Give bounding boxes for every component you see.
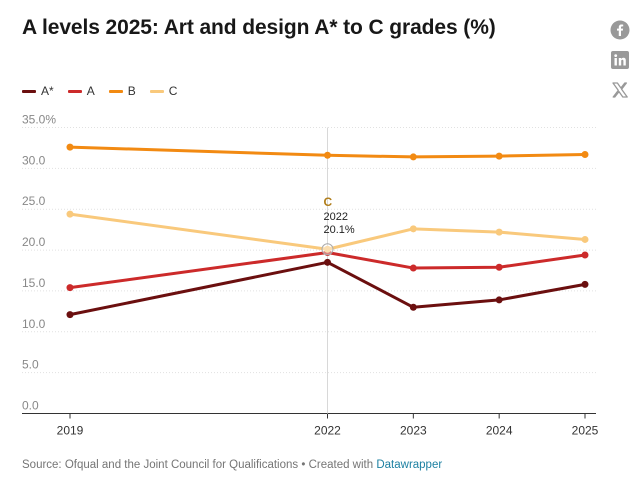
tooltip-series-name: C bbox=[324, 195, 333, 209]
legend-label: B bbox=[127, 84, 136, 98]
legend-label: C bbox=[168, 84, 178, 98]
legend-swatch bbox=[108, 89, 123, 93]
y-tick-label: 25.0 bbox=[22, 194, 46, 208]
legend-swatch bbox=[22, 89, 36, 93]
footer: Source: Ofqual and the Joint Council for… bbox=[22, 459, 442, 471]
data-point bbox=[66, 210, 74, 218]
legend-item-a-star: A* bbox=[22, 84, 54, 98]
data-point bbox=[581, 150, 589, 158]
x-tick-label: 2025 bbox=[572, 424, 599, 438]
data-point bbox=[324, 245, 331, 253]
y-tick-label: 0.0 bbox=[22, 399, 39, 413]
share-links bbox=[610, 20, 630, 100]
data-point bbox=[409, 153, 417, 161]
footer-separator: • bbox=[298, 459, 309, 471]
data-point bbox=[409, 264, 417, 272]
legend-swatch bbox=[149, 89, 164, 93]
datawrapper-link[interactable]: Datawrapper bbox=[376, 459, 443, 471]
linkedin-icon[interactable] bbox=[610, 50, 630, 70]
x-tick-label: 2022 bbox=[314, 424, 341, 438]
y-tick-label: 15.0 bbox=[22, 276, 46, 290]
data-point bbox=[495, 228, 503, 236]
source-text: Source: Ofqual and the Joint Council for… bbox=[22, 459, 299, 471]
hover-marker bbox=[321, 243, 334, 256]
legend-item-b: B bbox=[108, 84, 136, 98]
legend-item-c: C bbox=[149, 84, 178, 98]
y-tick-label: 10.0 bbox=[22, 317, 46, 331]
data-point bbox=[324, 151, 331, 159]
data-point bbox=[495, 263, 503, 271]
tooltip-year: 2022 bbox=[324, 211, 348, 223]
y-tick-label: 5.0 bbox=[22, 358, 39, 372]
data-point bbox=[66, 143, 74, 151]
chart-title: A levels 2025: Art and design A* to C gr… bbox=[22, 16, 496, 39]
data-point bbox=[409, 225, 417, 233]
legend: A* A B C bbox=[22, 84, 177, 98]
x-tick-label: 2019 bbox=[57, 424, 84, 438]
data-point bbox=[409, 303, 417, 311]
y-tick-label: 35.0% bbox=[22, 113, 56, 127]
y-tick-label: 30.0 bbox=[22, 153, 46, 167]
x-icon[interactable] bbox=[610, 80, 630, 100]
created-with-text: Created with bbox=[308, 459, 374, 471]
data-point bbox=[66, 311, 74, 319]
data-point bbox=[581, 280, 589, 288]
legend-swatch bbox=[67, 89, 82, 93]
tooltip-value: 20.1% bbox=[324, 224, 355, 236]
facebook-icon[interactable] bbox=[610, 20, 630, 40]
data-point bbox=[495, 296, 503, 304]
legend-label: A* bbox=[41, 84, 54, 98]
legend-item-a: A bbox=[67, 84, 95, 98]
x-tick-label: 2024 bbox=[486, 424, 513, 438]
x-tick-label: 2023 bbox=[400, 424, 427, 438]
data-point bbox=[324, 258, 331, 266]
data-point bbox=[581, 235, 589, 243]
legend-label: A bbox=[86, 84, 95, 98]
data-point bbox=[495, 152, 503, 160]
data-point bbox=[581, 251, 589, 259]
y-tick-label: 20.0 bbox=[22, 235, 46, 249]
data-point bbox=[66, 284, 74, 292]
